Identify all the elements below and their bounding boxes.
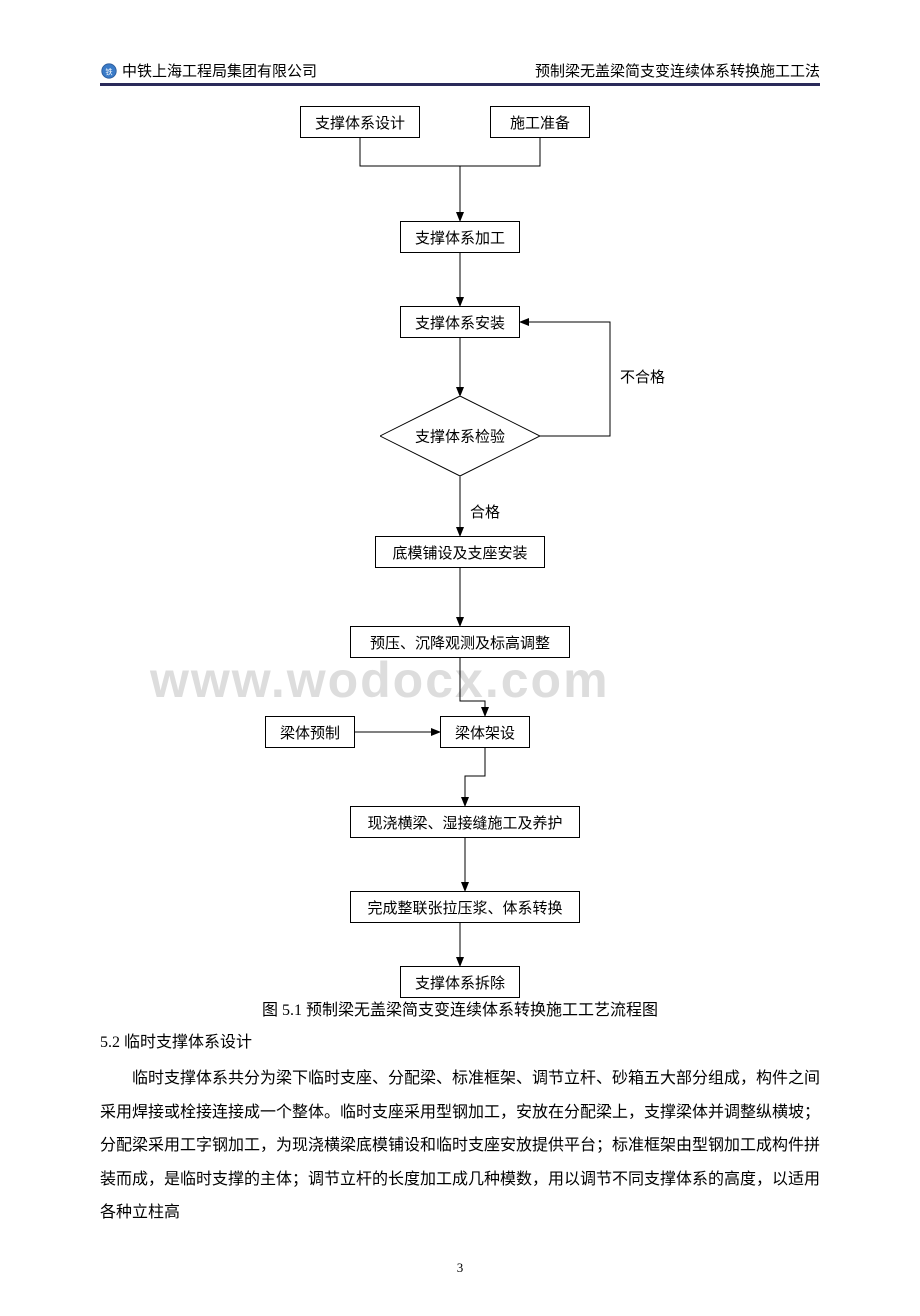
flowchart-process-node: 支撑体系安装	[400, 306, 520, 338]
company-name: 中铁上海工程局集团有限公司	[122, 60, 317, 81]
flowchart-decision-node: 支撑体系检验	[380, 396, 540, 476]
flowchart-process-node: 底模铺设及支座安装	[375, 536, 545, 568]
process-flowchart: www.wodocx.com 支撑体系设计施工准备支撑体系加工支撑体系安装支撑体…	[100, 106, 820, 986]
flowchart-process-node: 完成整联张拉压浆、体系转换	[350, 891, 580, 923]
section-title: 5.2 临时支撑体系设计	[100, 1028, 820, 1052]
flowchart-process-node: 支撑体系拆除	[400, 966, 520, 998]
company-logo-icon: 铁	[100, 62, 118, 80]
flowchart-process-node: 支撑体系设计	[300, 106, 420, 138]
flowchart-process-node: 现浇横梁、湿接缝施工及养护	[350, 806, 580, 838]
flowchart-edge-label: 不合格	[620, 366, 665, 387]
flowchart-process-node: 梁体架设	[440, 716, 530, 748]
flowchart-process-node: 支撑体系加工	[400, 221, 520, 253]
header-company: 铁 中铁上海工程局集团有限公司	[100, 60, 317, 81]
body-paragraph: 临时支撑体系共分为梁下临时支座、分配梁、标准框架、调节立杆、砂箱五大部分组成，构…	[100, 1062, 820, 1230]
flowchart-process-node: 梁体预制	[265, 716, 355, 748]
page-number: 3	[100, 1260, 820, 1276]
flowchart-process-node: 施工准备	[490, 106, 590, 138]
flowchart-process-node: 预压、沉降观测及标高调整	[350, 626, 570, 658]
svg-text:铁: 铁	[105, 67, 112, 76]
flowchart-edge-label: 合格	[470, 501, 500, 522]
document-title: 预制梁无盖梁简支变连续体系转换施工工法	[535, 60, 820, 81]
